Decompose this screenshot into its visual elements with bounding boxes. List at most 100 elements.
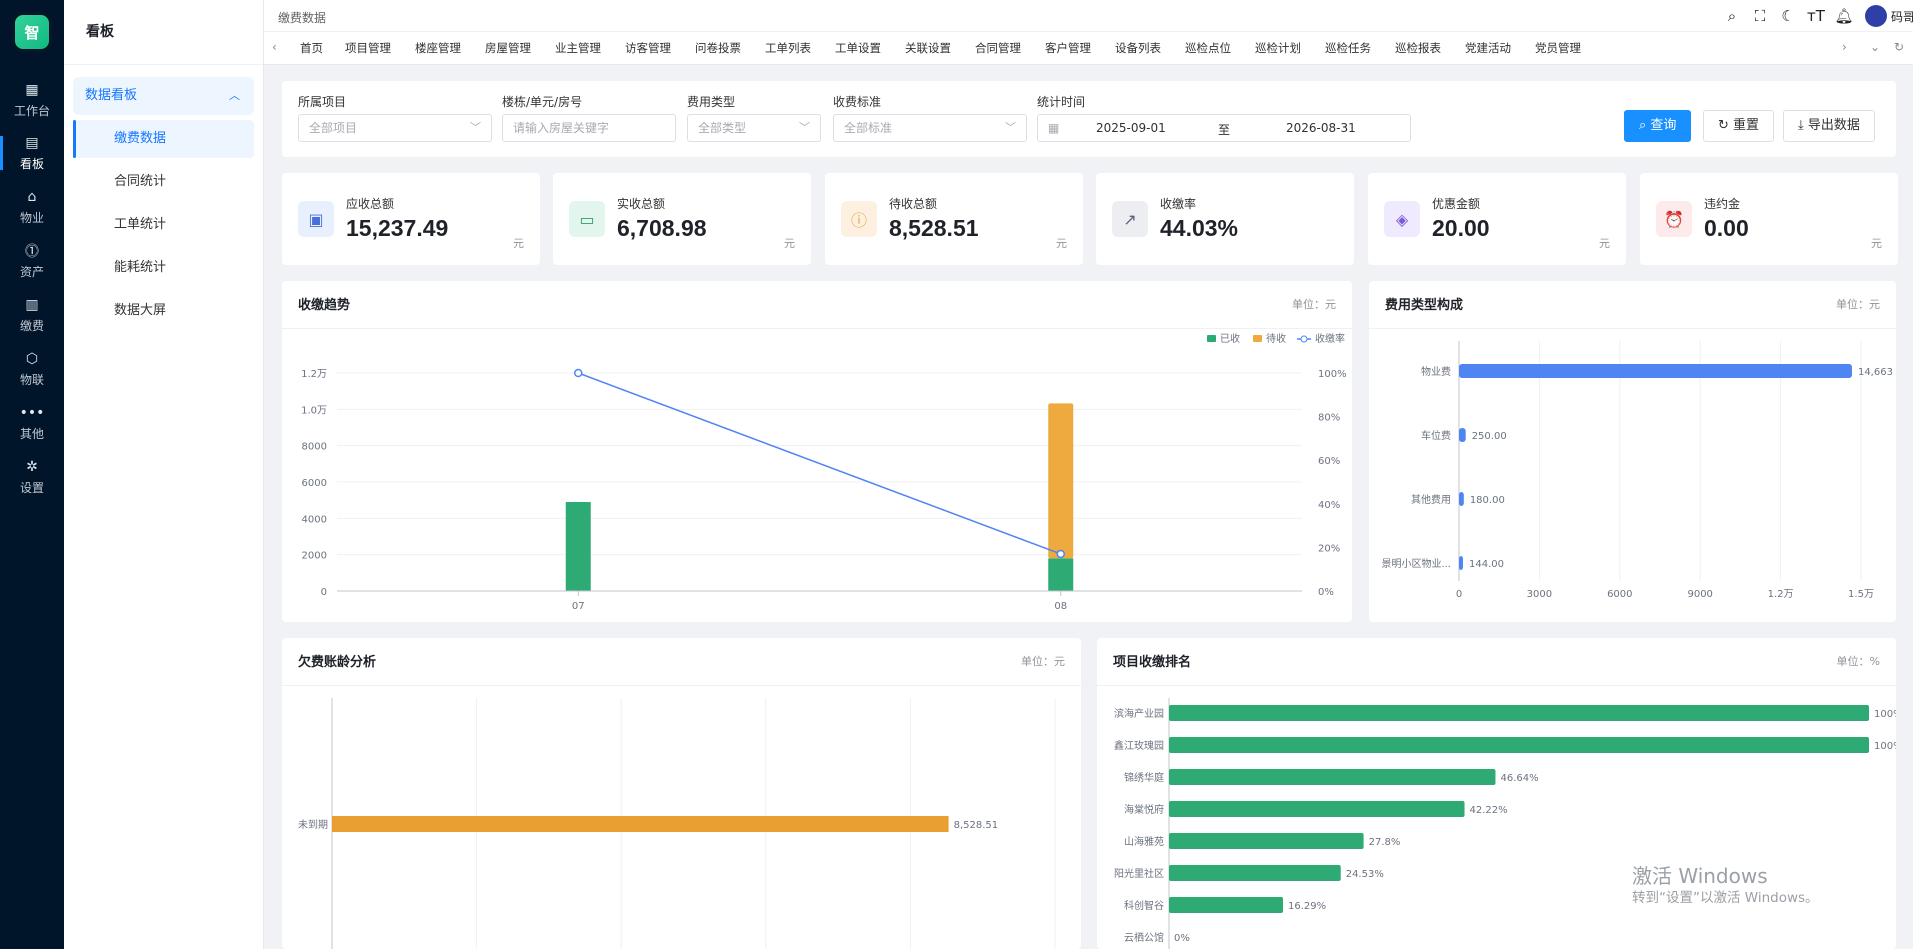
rail-item-label: 物业 bbox=[19, 211, 44, 225]
tab-item[interactable]: 工单设置 bbox=[835, 41, 881, 55]
tab-item[interactable]: 巡检点位 bbox=[1185, 41, 1231, 55]
avatar[interactable] bbox=[1865, 5, 1887, 27]
legend-rate-label: 收缴率 bbox=[1315, 332, 1345, 345]
tab-item[interactable]: 客户管理 bbox=[1045, 41, 1091, 55]
sidebar-item-energy-stats[interactable]: 能耗统计 bbox=[114, 260, 167, 275]
composition-bar bbox=[1459, 556, 1463, 570]
rail-item-asset[interactable]: ⓵ 资产 bbox=[0, 236, 64, 286]
bar-paid bbox=[565, 501, 591, 591]
sidebar-group-data-dashboard[interactable]: 数据看板 ︿ bbox=[73, 77, 254, 115]
secondary-sidebar: 看板 数据看板 ︿ 缴费数据 合同统计 工单统计 能耗统计 数据大屏 bbox=[64, 0, 264, 949]
tab-item[interactable]: 巡检报表 bbox=[1395, 41, 1441, 55]
ranking-bar bbox=[1169, 897, 1284, 913]
export-button[interactable]: ⤓ 导出数据 bbox=[1783, 110, 1875, 142]
rail-item-home[interactable]: ⌂ 物业 bbox=[0, 182, 64, 232]
tab-item[interactable]: 业主管理 bbox=[555, 41, 601, 55]
category-label: 未到期 bbox=[298, 819, 328, 831]
query-button[interactable]: ⌕ 查询 bbox=[1624, 110, 1692, 142]
rail-item-iot[interactable]: ⬡ 物联 bbox=[0, 344, 64, 394]
rail-item-more[interactable]: ••• 其他 bbox=[0, 398, 64, 448]
tab-item[interactable]: 关联设置 bbox=[905, 41, 951, 55]
more-icon: ••• bbox=[19, 405, 45, 421]
project-select-value: 全部项目 bbox=[309, 121, 358, 135]
tab-item[interactable]: 巡检任务 bbox=[1325, 41, 1371, 55]
kpi-unit: 元 bbox=[1599, 237, 1610, 250]
composition-title: 费用类型构成 bbox=[1385, 298, 1464, 313]
tab-item[interactable]: 党建活动 bbox=[1465, 41, 1511, 55]
tab-item[interactable]: 项目管理 bbox=[345, 41, 391, 55]
kpi-card: ▣ 应收总额 15,237.49 元 bbox=[282, 173, 540, 265]
tab-item[interactable]: 问卷投票 bbox=[695, 41, 741, 55]
rail-item-dashboard[interactable]: ▤ 看板 bbox=[0, 128, 64, 178]
tab-item[interactable]: 巡检计划 bbox=[1255, 41, 1301, 55]
x-tick-label: 1.2万 bbox=[1768, 589, 1794, 600]
app-logo: 智 bbox=[15, 15, 49, 49]
rail-item-bill[interactable]: ▥ 缴费 bbox=[0, 290, 64, 340]
y2-tick-label: 20% bbox=[1318, 543, 1340, 554]
tab-item[interactable]: 访客管理 bbox=[625, 41, 671, 55]
fullscreen-icon[interactable]: ⛶ bbox=[1754, 7, 1766, 25]
category-label: 科创智谷 bbox=[1124, 899, 1164, 912]
kpi-value: 8,528.51 bbox=[889, 215, 979, 241]
bell-icon[interactable]: 🔔︎ bbox=[1834, 7, 1854, 25]
bar-value-label: 180.00 bbox=[1470, 495, 1505, 506]
start-date[interactable]: 2025-09-01 bbox=[1096, 121, 1166, 135]
rail-item-settings[interactable]: ✲ 设置 bbox=[0, 452, 64, 502]
y-tick-label: 0 bbox=[321, 587, 327, 598]
pending-icon: ⓘ bbox=[841, 201, 877, 237]
tab-item[interactable]: 党员管理 bbox=[1535, 41, 1581, 55]
sidebar-item-workorder-stats[interactable]: 工单统计 bbox=[114, 217, 167, 232]
sidebar-title: 看板 bbox=[64, 0, 263, 65]
tabs-dropdown-icon[interactable]: ⌄ bbox=[1870, 40, 1881, 54]
rate-line bbox=[577, 372, 1062, 555]
dark-mode-icon[interactable]: ☾ bbox=[1781, 7, 1795, 25]
project-select[interactable]: 全部项目 ﹀ bbox=[298, 114, 492, 142]
bar-value-label: 0% bbox=[1174, 933, 1190, 944]
legend-pending-label: 待收 bbox=[1266, 332, 1286, 345]
tab-item[interactable]: 工单列表 bbox=[765, 41, 811, 55]
tab-item[interactable]: 设备列表 bbox=[1115, 41, 1161, 55]
rail-item-label: 缴费 bbox=[19, 319, 44, 333]
bar-value-label: 42.22% bbox=[1470, 805, 1508, 816]
kpi-card: ⓘ 待收总额 8,528.51 元 bbox=[825, 173, 1083, 265]
user-name[interactable]: 码哥 bbox=[1891, 9, 1913, 24]
reset-button[interactable]: ↻ 重置 bbox=[1703, 110, 1775, 142]
y2-tick-label: 40% bbox=[1318, 500, 1340, 511]
category-label: 车位费 bbox=[1421, 429, 1451, 442]
breadcrumb: 缴费数据 bbox=[278, 11, 327, 25]
legend-paid-label: 已收 bbox=[1220, 332, 1240, 345]
fee-type-select[interactable]: 全部类型 ﹀ bbox=[687, 114, 821, 142]
kpi-unit: 元 bbox=[784, 237, 795, 250]
trend-chart: 0 2000 4000 6000 8000 1.0万 1.2万 0% 20% 40% 60% 80% 1… bbox=[301, 332, 1347, 612]
building-input[interactable]: 请输入房屋关键字 bbox=[502, 114, 676, 142]
ranking-bar bbox=[1169, 801, 1465, 817]
search-icon: ⌕ bbox=[1639, 118, 1651, 133]
sidebar-item-big-screen[interactable]: 数据大屏 bbox=[114, 303, 167, 318]
project-label: 所属项目 bbox=[298, 95, 347, 109]
y2-tick-label: 0% bbox=[1318, 587, 1334, 598]
tab-item[interactable]: 首页 bbox=[300, 41, 323, 55]
tab-item[interactable]: 楼座管理 bbox=[415, 41, 461, 55]
discount-icon: ◈ bbox=[1384, 201, 1420, 237]
tabs-scroll-right-icon[interactable]: › bbox=[1842, 40, 1847, 54]
kpi-unit: 元 bbox=[1871, 237, 1882, 250]
date-range-picker[interactable]: ▦ 2025-09-01 至 2026-08-31 bbox=[1037, 114, 1411, 142]
search-icon[interactable]: ⌕ bbox=[1727, 7, 1737, 25]
font-size-icon[interactable]: ᴛT bbox=[1807, 7, 1825, 25]
tab-item[interactable]: 房屋管理 bbox=[485, 41, 531, 55]
rail-item-workbench[interactable]: ▦ 工作台 bbox=[0, 75, 64, 125]
y-tick-label: 1.2万 bbox=[301, 369, 327, 380]
end-date[interactable]: 2026-08-31 bbox=[1286, 121, 1356, 135]
category-label: 物业费 bbox=[1421, 365, 1451, 378]
standard-select[interactable]: 全部标准 ﹀ bbox=[833, 114, 1027, 142]
fee-type-label: 费用类型 bbox=[687, 95, 736, 109]
x-tick-label: 0 bbox=[1456, 589, 1462, 600]
refresh-icon[interactable]: ↻ bbox=[1894, 40, 1905, 54]
category-label: 其他费用 bbox=[1411, 493, 1451, 506]
sidebar-item-contract-stats[interactable]: 合同统计 bbox=[114, 174, 167, 189]
bar-value-label: 14,663 bbox=[1858, 367, 1893, 378]
aging-panel: 欠费账龄分析 单位：元 未到期 8,528.51 bbox=[282, 638, 1081, 949]
sidebar-item-payment-data[interactable]: 缴费数据 bbox=[73, 120, 254, 158]
tab-item[interactable]: 合同管理 bbox=[975, 41, 1021, 55]
tabs-scroll-left-icon[interactable]: ‹ bbox=[272, 40, 277, 54]
